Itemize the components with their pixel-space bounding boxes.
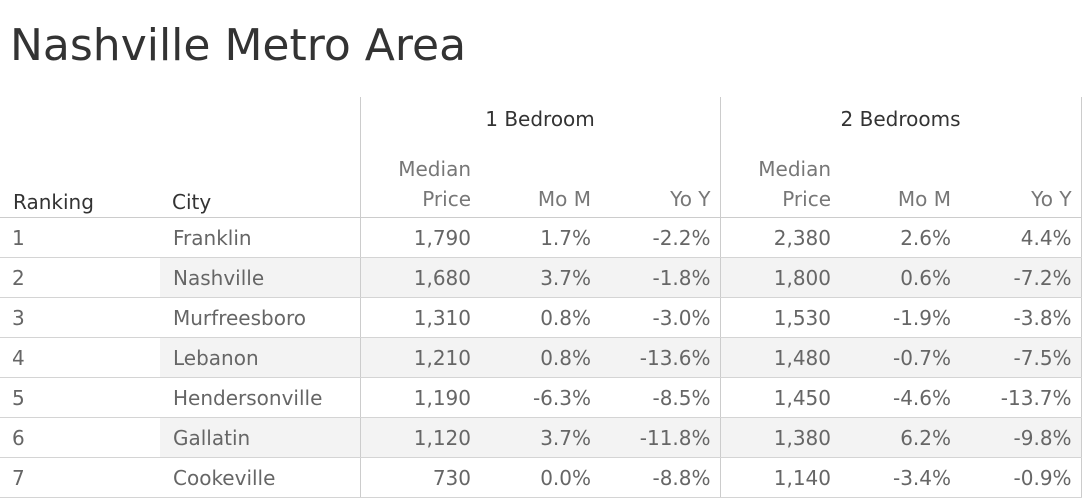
value-cell: 1,680 xyxy=(359,257,480,298)
value-cell: -4.6% xyxy=(840,377,961,418)
table-row: 6 Gallatin 1,120 3.7% -11.8% 1,380 6.2% … xyxy=(0,417,1082,458)
value-cell: -7.2% xyxy=(960,257,1082,298)
table-row: 3 Murfreesboro 1,310 0.8% -3.0% 1,530 -1… xyxy=(0,297,1082,338)
value-cell: -3.4% xyxy=(840,457,961,498)
rent-table: Ranking City 1 Bedroom 2 Bedrooms Median… xyxy=(0,97,1082,498)
value-cell: 3.7% xyxy=(480,417,600,458)
table-row: 5 Hendersonville 1,190 -6.3% -8.5% 1,450… xyxy=(0,377,1082,418)
median-header-bottom: Price xyxy=(719,181,841,218)
value-cell: -8.8% xyxy=(600,457,721,498)
rank-cell: 1 xyxy=(0,217,160,258)
group-header-2-bedrooms: 2 Bedrooms xyxy=(719,97,1082,141)
value-cell: 2,380 xyxy=(719,217,841,258)
value-cell: -3.0% xyxy=(600,297,721,338)
blank-header xyxy=(480,141,600,181)
value-cell: -9.8% xyxy=(960,417,1082,458)
city-cell: Lebanon xyxy=(160,337,360,378)
blank-header xyxy=(960,141,1082,181)
table-row: 1 Franklin 1,790 1.7% -2.2% 2,380 2.6% 4… xyxy=(0,217,1082,258)
value-cell: 1,210 xyxy=(359,337,480,378)
median-header-top: Median xyxy=(359,141,480,181)
rank-cell: 2 xyxy=(0,257,160,298)
rank-cell: 7 xyxy=(0,457,160,498)
yoy-header: Yo Y xyxy=(960,181,1082,218)
value-cell: -3.8% xyxy=(960,297,1082,338)
ranking-header: Ranking xyxy=(0,97,160,218)
value-cell: 1,790 xyxy=(359,217,480,258)
rank-cell: 4 xyxy=(0,337,160,378)
value-cell: 0.8% xyxy=(480,297,600,338)
value-cell: -11.8% xyxy=(600,417,721,458)
value-cell: 1,190 xyxy=(359,377,480,418)
group-header-1-bedroom: 1 Bedroom xyxy=(359,97,721,141)
value-cell: 2.6% xyxy=(840,217,961,258)
city-cell: Gallatin xyxy=(160,417,360,458)
table-row: 2 Nashville 1,680 3.7% -1.8% 1,800 0.6% … xyxy=(0,257,1082,298)
median-header-top: Median xyxy=(719,141,841,181)
mom-header: Mo M xyxy=(840,181,961,218)
value-cell: 1,310 xyxy=(359,297,480,338)
table-row: 7 Cookeville 730 0.0% -8.8% 1,140 -3.4% … xyxy=(0,457,1082,498)
value-cell: 1,450 xyxy=(719,377,841,418)
value-cell: -13.7% xyxy=(960,377,1082,418)
value-cell: 1,140 xyxy=(719,457,841,498)
value-cell: -7.5% xyxy=(960,337,1082,378)
value-cell: -6.3% xyxy=(480,377,600,418)
value-cell: 4.4% xyxy=(960,217,1082,258)
city-cell: Hendersonville xyxy=(160,377,360,418)
value-cell: 0.8% xyxy=(480,337,600,378)
value-cell: -0.7% xyxy=(840,337,961,378)
value-cell: -2.2% xyxy=(600,217,721,258)
table-row: 4 Lebanon 1,210 0.8% -13.6% 1,480 -0.7% … xyxy=(0,337,1082,378)
value-cell: 1,800 xyxy=(719,257,841,298)
yoy-header: Yo Y xyxy=(600,181,721,218)
value-cell: -13.6% xyxy=(600,337,721,378)
city-cell: Nashville xyxy=(160,257,360,298)
value-cell: -1.8% xyxy=(600,257,721,298)
value-cell: 1,530 xyxy=(719,297,841,338)
city-cell: Franklin xyxy=(160,217,360,258)
median-header-bottom: Price xyxy=(359,181,480,218)
page-title: Nashville Metro Area xyxy=(10,20,467,71)
value-cell: 6.2% xyxy=(840,417,961,458)
value-cell: 3.7% xyxy=(480,257,600,298)
value-cell: -1.9% xyxy=(840,297,961,338)
value-cell: 1,120 xyxy=(359,417,480,458)
value-cell: 730 xyxy=(359,457,480,498)
value-cell: -0.9% xyxy=(960,457,1082,498)
rank-cell: 5 xyxy=(0,377,160,418)
rank-cell: 3 xyxy=(0,297,160,338)
value-cell: -8.5% xyxy=(600,377,721,418)
city-cell: Murfreesboro xyxy=(160,297,360,338)
value-cell: 0.6% xyxy=(840,257,961,298)
city-header: City xyxy=(160,97,360,218)
blank-header xyxy=(840,141,960,181)
value-cell: 1.7% xyxy=(480,217,600,258)
value-cell: 1,380 xyxy=(719,417,841,458)
table-body: 1 Franklin 1,790 1.7% -2.2% 2,380 2.6% 4… xyxy=(0,217,1082,498)
rank-cell: 6 xyxy=(0,417,160,458)
value-cell: 0.0% xyxy=(480,457,600,498)
city-cell: Cookeville xyxy=(160,457,360,498)
value-cell: 1,480 xyxy=(719,337,841,378)
mom-header: Mo M xyxy=(480,181,600,218)
blank-header xyxy=(600,141,720,181)
